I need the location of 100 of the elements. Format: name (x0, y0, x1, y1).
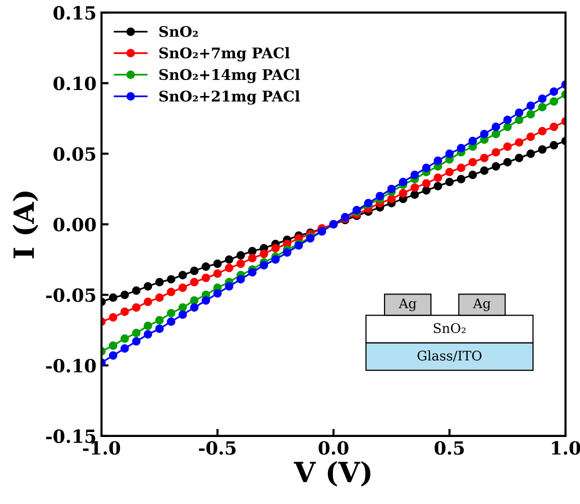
point (248, 246, 257, 256)
point (514, 154, 524, 162)
x-axis-title: V (V) (294, 461, 370, 487)
point (236, 260, 245, 268)
point (480, 166, 489, 175)
point (155, 324, 164, 333)
point (108, 351, 118, 360)
point (550, 97, 558, 106)
point (492, 148, 500, 157)
point (445, 178, 454, 186)
point (456, 144, 466, 152)
point (410, 190, 419, 199)
point (538, 126, 547, 136)
point (492, 122, 500, 132)
point (456, 164, 466, 172)
annotation: SnO₂ (434, 323, 466, 334)
point (526, 132, 535, 142)
point (538, 94, 547, 103)
point (202, 274, 210, 282)
point (144, 322, 152, 330)
point (526, 102, 535, 110)
point (213, 269, 222, 278)
point (190, 266, 199, 276)
point (120, 344, 129, 353)
annotation: Ag (398, 298, 416, 312)
point (224, 264, 234, 272)
point (178, 270, 187, 280)
point (480, 130, 489, 138)
point (202, 262, 210, 271)
y-tick-label: 0.00 (54, 218, 96, 232)
point (271, 255, 280, 264)
point (492, 130, 500, 138)
point (248, 268, 257, 276)
y-tick-label: -0.15 (46, 429, 96, 444)
point (178, 303, 187, 312)
point (514, 108, 524, 118)
y-tick-label: -0.05 (46, 288, 96, 302)
point (503, 142, 512, 151)
point (550, 141, 558, 150)
point (155, 293, 164, 302)
point (166, 308, 176, 318)
point (120, 290, 129, 300)
point (550, 122, 558, 132)
point (376, 192, 384, 200)
point (503, 158, 512, 166)
x-tick-label: -0.5 (199, 441, 236, 455)
point (456, 174, 466, 184)
legend-label: SnO₂+14mg PACl (159, 68, 300, 84)
point (120, 334, 129, 343)
point (410, 183, 419, 192)
point (526, 149, 535, 158)
legend-label: SnO₂+21mg PACl (159, 90, 300, 105)
point (132, 286, 141, 295)
point (480, 154, 489, 162)
point (538, 145, 547, 154)
point (236, 275, 245, 284)
point (178, 284, 187, 292)
point (410, 170, 419, 180)
point (144, 282, 152, 291)
annotation: Ag (472, 298, 491, 312)
point (166, 288, 176, 296)
point (434, 173, 442, 182)
point (398, 188, 408, 198)
point (202, 296, 210, 305)
point (155, 278, 164, 286)
point (422, 164, 431, 172)
point (468, 136, 477, 146)
point (224, 255, 234, 264)
legend-label: SnO₂+7mg PACl (159, 47, 290, 62)
point (503, 122, 512, 132)
point (155, 316, 164, 324)
point (538, 102, 547, 112)
point (398, 178, 408, 186)
x-tick-label: -1.0 (83, 441, 120, 455)
annotation: Glass/ITO (418, 350, 482, 362)
point (132, 328, 141, 338)
x-tick-label: 0.5 (434, 441, 464, 455)
point (108, 293, 118, 302)
point (190, 296, 199, 305)
point (144, 330, 152, 339)
point (260, 260, 268, 270)
point (190, 303, 199, 312)
point (213, 289, 222, 298)
point (468, 158, 477, 166)
point (236, 251, 245, 260)
point (132, 337, 141, 346)
legend-label: SnO₂ (159, 26, 198, 38)
y-tick-label: 0.15 (54, 6, 96, 20)
y-tick-label: 0.05 (54, 147, 96, 161)
y-tick-label: -0.10 (46, 358, 96, 373)
point (445, 149, 454, 158)
point (422, 186, 431, 195)
point (108, 313, 118, 322)
point (166, 317, 176, 326)
point (260, 250, 268, 258)
point (445, 168, 454, 176)
point (434, 156, 442, 166)
point (213, 260, 222, 268)
point (224, 282, 234, 291)
point (282, 248, 292, 257)
